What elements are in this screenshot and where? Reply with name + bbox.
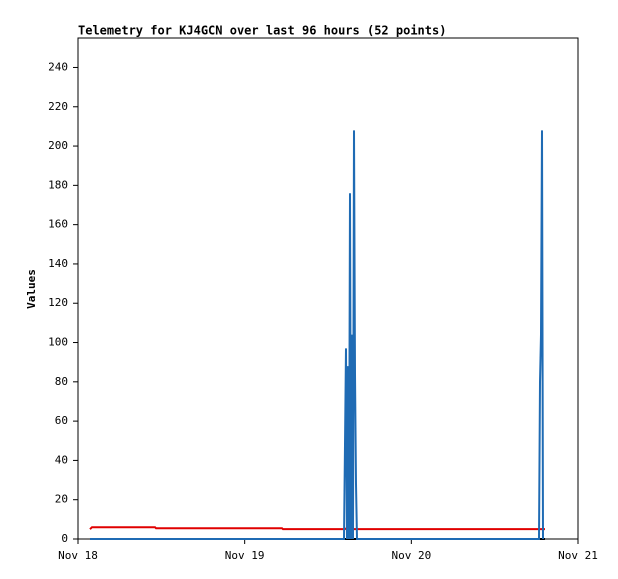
y-tick-label: 160 (48, 218, 68, 231)
series-line (90, 130, 544, 540)
chart-title: Telemetry for KJ4GCN over last 96 hours … (78, 24, 446, 38)
y-tick-label: 220 (48, 100, 68, 113)
y-tick-label: 200 (48, 139, 68, 152)
x-tick-label: Nov 20 (391, 549, 431, 562)
y-tick-label: 240 (48, 60, 68, 73)
y-tick-label: 120 (48, 296, 68, 309)
y-tick-label: 40 (55, 453, 68, 466)
y-tick-label: 20 (55, 493, 68, 506)
y-tick-label: 140 (48, 257, 68, 270)
y-tick-label: 0 (61, 532, 68, 545)
y-axis-label: Values (25, 269, 38, 309)
series-line (89, 526, 545, 531)
y-tick-label: 180 (48, 178, 68, 191)
y-tick-label: 80 (55, 375, 68, 388)
x-tick-label: Nov 19 (225, 549, 265, 562)
plot-frame (77, 37, 579, 540)
x-tick-label: Nov 18 (58, 549, 98, 562)
x-tick-label: Nov 21 (558, 549, 598, 562)
y-tick-label: 60 (55, 414, 68, 427)
y-tick-label: 100 (48, 336, 68, 349)
